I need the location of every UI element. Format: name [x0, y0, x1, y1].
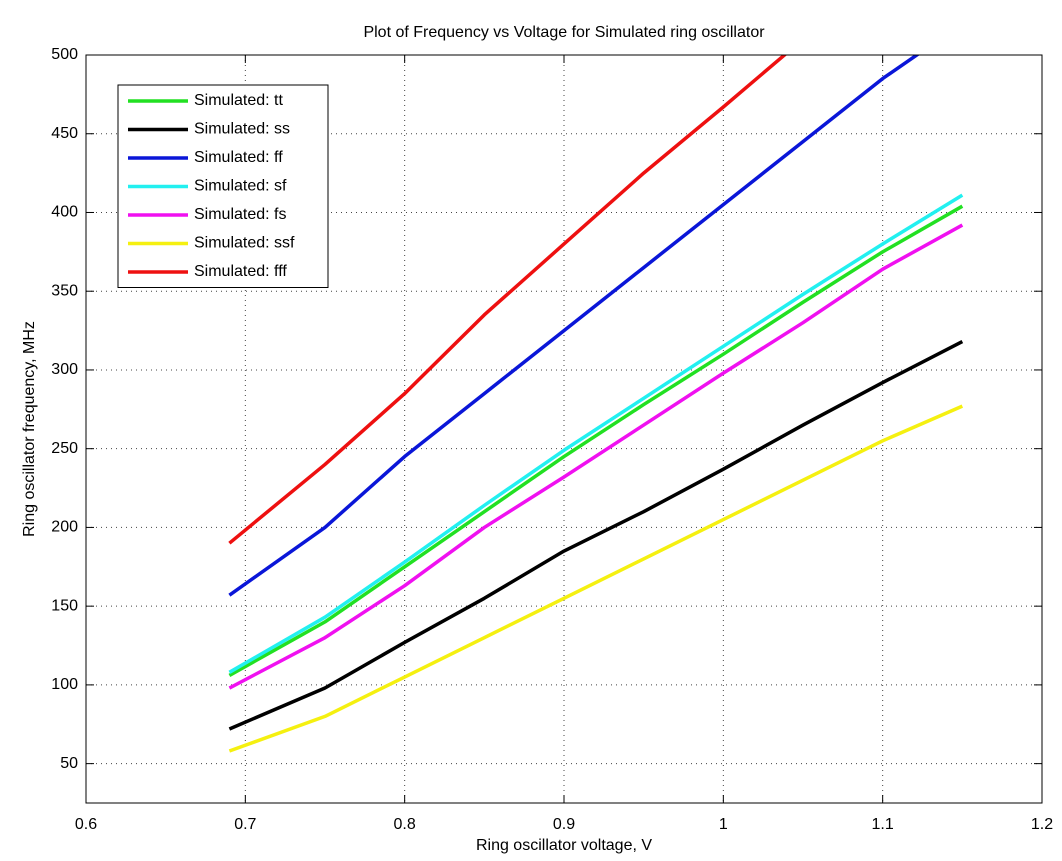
y-tick-label: 250	[51, 440, 78, 457]
legend-label: Simulated: sf	[194, 178, 287, 195]
legend-label: Simulated: fff	[194, 263, 287, 280]
legend: Simulated: tt Simulated: ss Simulated: ff S…	[117, 84, 329, 288]
chart-title: Plot of Frequency vs Voltage for Simulat…	[363, 24, 765, 41]
legend-label: Simulated: ssf	[194, 235, 295, 252]
series-line	[228, 55, 788, 545]
x-axis-label: Ring oscillator voltage, V	[476, 837, 652, 854]
series-line	[228, 340, 964, 731]
series-line	[228, 193, 964, 674]
x-tick-label: 0.8	[394, 816, 416, 833]
y-tick-label: 400	[51, 204, 78, 221]
x-tick-label: 0.9	[553, 816, 575, 833]
legend-label: Simulated: ss	[194, 121, 290, 138]
y-tick-label: 300	[51, 361, 78, 378]
x-tick-label: 1.2	[1031, 816, 1053, 833]
legend-label: Simulated: ff	[194, 149, 283, 166]
series-line	[228, 204, 964, 677]
y-axis-label: Ring oscillator frequency, MHz	[21, 321, 38, 537]
y-tick-label: 500	[51, 46, 78, 63]
lines	[228, 55, 964, 753]
x-tick-label: 1	[719, 816, 728, 833]
y-tick-label: 200	[51, 519, 78, 536]
series-line	[228, 223, 964, 690]
x-tick-label: 1.1	[872, 816, 894, 833]
y-tick-label: 50	[60, 755, 78, 772]
x-tick-label: 0.6	[75, 816, 97, 833]
legend-label: Simulated: fs	[194, 206, 286, 223]
y-tick-label: 450	[51, 125, 78, 142]
x-tick-label: 0.7	[234, 816, 256, 833]
series-line	[228, 404, 964, 753]
legend-label: Simulated: tt	[194, 92, 283, 109]
y-tick-label: 100	[51, 676, 78, 693]
series-line	[228, 55, 920, 597]
y-tick-label: 150	[51, 597, 78, 614]
y-tick-label: 350	[51, 282, 78, 299]
